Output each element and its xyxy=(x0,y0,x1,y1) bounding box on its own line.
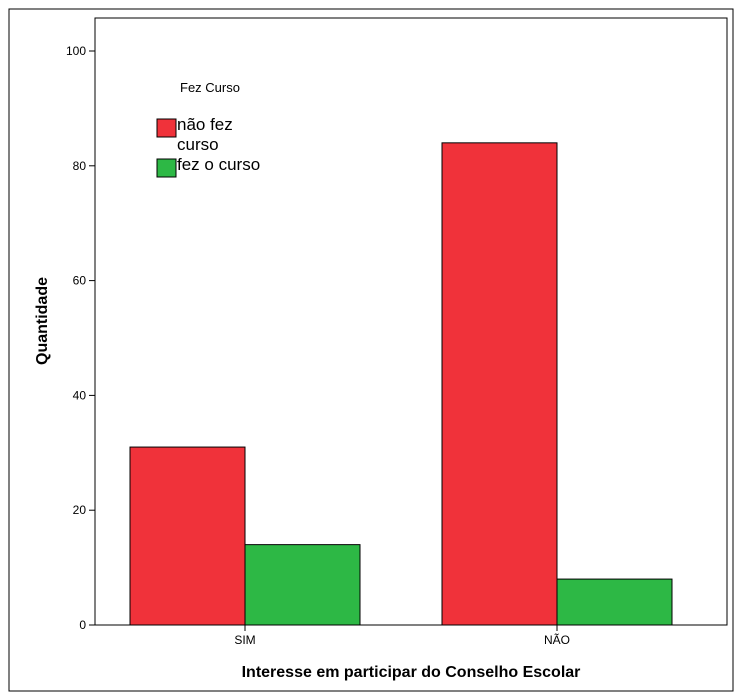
y-tick-label: 60 xyxy=(73,274,87,288)
y-axis: 0 20 40 60 80 100 xyxy=(66,44,95,632)
bar xyxy=(244,544,361,626)
legend-swatch xyxy=(156,118,177,138)
y-tick-label: 80 xyxy=(73,159,87,173)
x-tick-label: SIM xyxy=(234,633,255,647)
legend-title: Fez Curso xyxy=(180,80,240,95)
bar xyxy=(129,446,246,626)
legend-label: não fez curso xyxy=(177,115,233,154)
x-tick-label: NÃO xyxy=(544,633,570,647)
y-tick-label: 40 xyxy=(73,388,87,402)
y-axis-title: Quantidade xyxy=(34,277,51,365)
legend-swatch xyxy=(156,158,177,178)
y-tick-label: 0 xyxy=(79,618,86,632)
bar xyxy=(556,578,673,626)
x-axis-title: Interesse em participar do Conselho Esco… xyxy=(242,664,581,681)
legend-label: fez o curso xyxy=(177,155,260,174)
y-tick-label: 100 xyxy=(66,44,86,58)
y-tick-label: 20 xyxy=(73,503,87,517)
x-axis: SIM NÃO xyxy=(234,625,570,647)
bars-group xyxy=(129,142,673,626)
bar xyxy=(441,142,558,626)
